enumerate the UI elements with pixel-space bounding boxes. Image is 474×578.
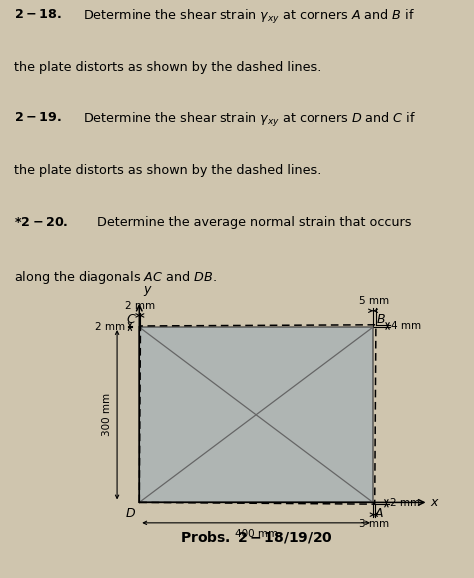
Text: $\mathbf{*2-20.}$: $\mathbf{*2-20.}$ (14, 216, 69, 229)
Text: $B$: $B$ (376, 313, 386, 326)
Text: $\mathbf{Probs.\ 2-18/19/20}$: $\mathbf{Probs.\ 2-18/19/20}$ (180, 529, 333, 545)
Text: Determine the shear strain $\gamma_{xy}$ at corners $D$ and $C$ if: Determine the shear strain $\gamma_{xy}$… (83, 111, 416, 129)
Text: 3 mm: 3 mm (359, 520, 389, 529)
Text: 2 mm: 2 mm (390, 498, 420, 508)
Text: 5 mm: 5 mm (359, 296, 390, 306)
Polygon shape (139, 327, 373, 502)
Text: Determine the average normal strain that occurs: Determine the average normal strain that… (97, 216, 412, 229)
Text: $\mathbf{2-18.}$: $\mathbf{2-18.}$ (14, 8, 62, 21)
Text: $A$: $A$ (374, 507, 384, 520)
Text: 300 mm: 300 mm (102, 393, 112, 436)
Text: the plate distorts as shown by the dashed lines.: the plate distorts as shown by the dashe… (14, 61, 321, 74)
Text: 2 mm: 2 mm (95, 321, 125, 332)
Text: 2 mm: 2 mm (125, 301, 155, 311)
Text: $x$: $x$ (429, 496, 439, 509)
Text: $C$: $C$ (126, 313, 137, 326)
Text: Determine the shear strain $\gamma_{xy}$ at corners $A$ and $B$ if: Determine the shear strain $\gamma_{xy}$… (83, 8, 415, 27)
Text: $D$: $D$ (125, 507, 137, 520)
Text: 4 mm: 4 mm (391, 321, 421, 331)
Text: 400 mm: 400 mm (235, 529, 278, 539)
Text: along the diagonals $AC$ and $DB$.: along the diagonals $AC$ and $DB$. (14, 269, 217, 286)
Text: the plate distorts as shown by the dashed lines.: the plate distorts as shown by the dashe… (14, 164, 321, 177)
Text: $y$: $y$ (143, 284, 153, 298)
Text: $\mathbf{2-19.}$: $\mathbf{2-19.}$ (14, 111, 62, 124)
